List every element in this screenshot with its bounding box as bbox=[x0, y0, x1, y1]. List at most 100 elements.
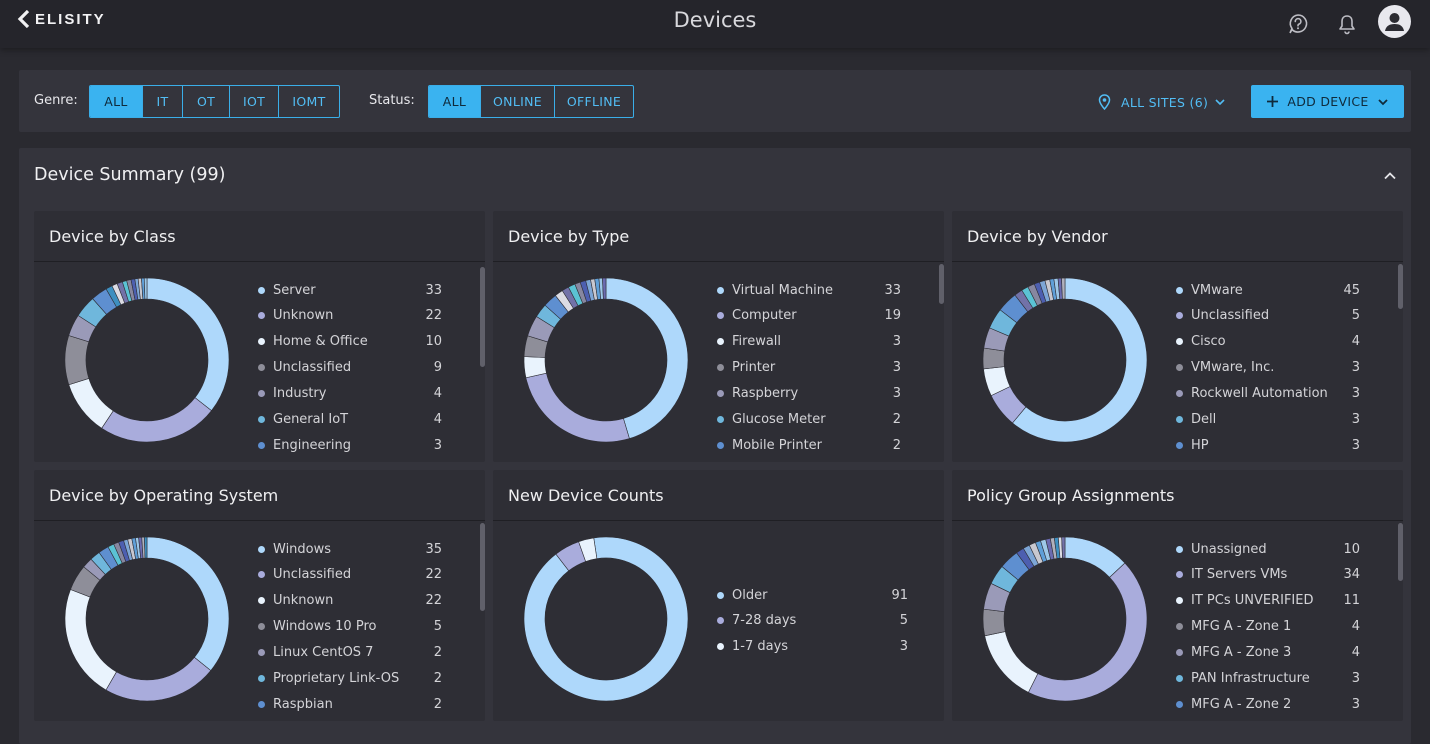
status-option-all[interactable]: ALL bbox=[429, 86, 481, 117]
legend-item[interactable]: Unknown 22 bbox=[258, 592, 442, 610]
donut-slice[interactable] bbox=[1061, 536, 1066, 559]
status-option-online[interactable]: ONLINE bbox=[481, 86, 555, 117]
legend-item[interactable]: MFG A - Zone 1 4 bbox=[1176, 618, 1360, 636]
donut-slice[interactable] bbox=[1012, 277, 1148, 443]
donut-chart[interactable] bbox=[63, 276, 231, 444]
legend-item[interactable]: Proprietary Link-OS 2 bbox=[258, 670, 442, 688]
legend-item[interactable]: Glucose Meter 2 bbox=[717, 411, 901, 429]
legend-value: 35 bbox=[425, 541, 442, 557]
user-icon bbox=[1385, 13, 1404, 31]
genre-option-ot[interactable]: OT bbox=[183, 86, 230, 117]
legend-item[interactable]: 7-28 days 5 bbox=[717, 612, 908, 630]
donut-chart[interactable] bbox=[522, 535, 690, 703]
donut-chart[interactable] bbox=[63, 535, 231, 703]
legend-item[interactable]: Windows 35 bbox=[258, 540, 442, 558]
legend-item[interactable]: Older 91 bbox=[717, 586, 908, 604]
legend-item[interactable]: Virtual Machine 33 bbox=[717, 281, 901, 299]
legend-item[interactable]: IT PCs UNVERIFIED 11 bbox=[1176, 592, 1360, 610]
legend-scrollbar[interactable] bbox=[1398, 523, 1403, 581]
legend-scrollbar[interactable] bbox=[1398, 264, 1403, 309]
legend-item[interactable]: Windows 10 Pro 5 bbox=[258, 618, 442, 636]
legend-dot-icon bbox=[258, 441, 265, 449]
donut-slice[interactable] bbox=[982, 347, 1005, 370]
legend-item[interactable]: PAN Infrastructure 3 bbox=[1176, 670, 1360, 688]
donut-slice[interactable] bbox=[64, 335, 90, 386]
legend-scrollbar[interactable] bbox=[480, 267, 485, 367]
donut-slice[interactable] bbox=[525, 372, 630, 443]
donut-slice[interactable] bbox=[523, 536, 689, 702]
legend-item[interactable]: Unclassified 22 bbox=[258, 566, 442, 584]
legend-item[interactable]: Unclassified 9 bbox=[258, 359, 442, 377]
legend-item[interactable]: MFG A - Zone 2 3 bbox=[1176, 695, 1360, 713]
add-device-button[interactable]: ADD DEVICE bbox=[1251, 85, 1404, 118]
legend-item[interactable]: Firewall 3 bbox=[717, 333, 901, 351]
donut-slice[interactable] bbox=[144, 536, 148, 559]
legend-item[interactable]: HP 3 bbox=[1176, 436, 1360, 454]
donut-slice[interactable] bbox=[146, 277, 230, 412]
legend-item[interactable]: VMware 45 bbox=[1176, 281, 1360, 299]
legend-item[interactable]: Server 33 bbox=[258, 281, 442, 299]
legend-value: 5 bbox=[899, 613, 908, 629]
notification-bell-icon[interactable] bbox=[1333, 10, 1361, 38]
genre-option-it[interactable]: IT bbox=[143, 86, 183, 117]
genre-option-all[interactable]: ALL bbox=[90, 86, 143, 117]
legend-value: 22 bbox=[425, 593, 442, 609]
help-icon[interactable] bbox=[1284, 10, 1312, 38]
legend-item[interactable]: Raspbian 2 bbox=[258, 695, 442, 713]
legend-dot-icon bbox=[258, 390, 265, 398]
legend-item[interactable]: Raspberry 3 bbox=[717, 385, 901, 403]
donut-slice[interactable] bbox=[143, 277, 148, 300]
donut-chart[interactable] bbox=[981, 276, 1149, 444]
legend-item[interactable]: General IoT 4 bbox=[258, 411, 442, 429]
legend-label: MFG A - Zone 3 bbox=[1191, 645, 1292, 661]
legend-dot-icon bbox=[258, 338, 265, 346]
donut-chart[interactable] bbox=[522, 276, 690, 444]
legend-item[interactable]: Industry 4 bbox=[258, 385, 442, 403]
genre-option-iomt[interactable]: IOMT bbox=[292, 94, 326, 109]
legend-item[interactable]: Engineering 3 bbox=[258, 436, 442, 454]
status-option-offline[interactable]: OFFLINE bbox=[566, 94, 622, 109]
donut-slice[interactable] bbox=[146, 536, 230, 671]
donut-slice[interactable] bbox=[578, 537, 598, 562]
summary-title: Device Summary (99) bbox=[34, 165, 226, 185]
legend-item[interactable]: Rockwell Automation 3 bbox=[1176, 385, 1360, 403]
donut-chart[interactable] bbox=[981, 535, 1149, 703]
legend-item[interactable]: Dell 3 bbox=[1176, 411, 1360, 429]
collapse-chevron-up-icon[interactable] bbox=[1383, 168, 1397, 187]
donut-slice[interactable] bbox=[68, 378, 114, 429]
donut-slice[interactable] bbox=[64, 589, 117, 691]
legend-dot-icon bbox=[1176, 312, 1183, 320]
legend-dot-icon bbox=[258, 286, 265, 294]
genre-option-iot[interactable]: IOT bbox=[230, 86, 279, 117]
donut-slice[interactable] bbox=[101, 397, 212, 443]
donut-slice[interactable] bbox=[1027, 562, 1148, 702]
donut-slice[interactable] bbox=[605, 277, 689, 439]
legend-dot-icon bbox=[1176, 597, 1183, 605]
user-avatar[interactable] bbox=[1378, 5, 1411, 38]
legend-item[interactable]: Unknown 22 bbox=[258, 307, 442, 325]
donut-slice[interactable] bbox=[982, 608, 1006, 637]
legend-label: Unknown bbox=[273, 593, 334, 609]
legend-dot-icon bbox=[717, 441, 724, 449]
sites-dropdown[interactable]: ALL SITES (6) bbox=[1098, 94, 1226, 110]
legend-item[interactable]: Linux CentOS 7 2 bbox=[258, 644, 442, 662]
legend-item[interactable]: MFG A - Zone 3 4 bbox=[1176, 644, 1360, 662]
legend-item[interactable]: Computer 19 bbox=[717, 307, 901, 325]
donut-slice[interactable] bbox=[602, 277, 607, 300]
donut-slice[interactable] bbox=[105, 656, 212, 702]
plus-icon bbox=[1267, 96, 1279, 107]
legend-scrollbar[interactable] bbox=[939, 264, 944, 304]
legend-item[interactable]: IT Servers VMs 34 bbox=[1176, 566, 1360, 584]
legend-item[interactable]: Printer 3 bbox=[717, 359, 901, 377]
legend-item[interactable]: Unassigned 10 bbox=[1176, 540, 1360, 558]
elisity-logo[interactable]: ELISITY bbox=[17, 10, 106, 28]
legend-item[interactable]: Home & Office 10 bbox=[258, 333, 442, 351]
legend-scrollbar[interactable] bbox=[480, 523, 485, 611]
donut-slice[interactable] bbox=[1061, 277, 1066, 300]
legend-item[interactable]: VMware, Inc. 3 bbox=[1176, 359, 1360, 377]
legend-item[interactable]: Unclassified 5 bbox=[1176, 307, 1360, 325]
legend-item[interactable]: 1-7 days 3 bbox=[717, 638, 908, 656]
donut-slice[interactable] bbox=[984, 631, 1039, 693]
legend-item[interactable]: Mobile Printer 2 bbox=[717, 436, 901, 454]
legend-item[interactable]: Cisco 4 bbox=[1176, 333, 1360, 351]
